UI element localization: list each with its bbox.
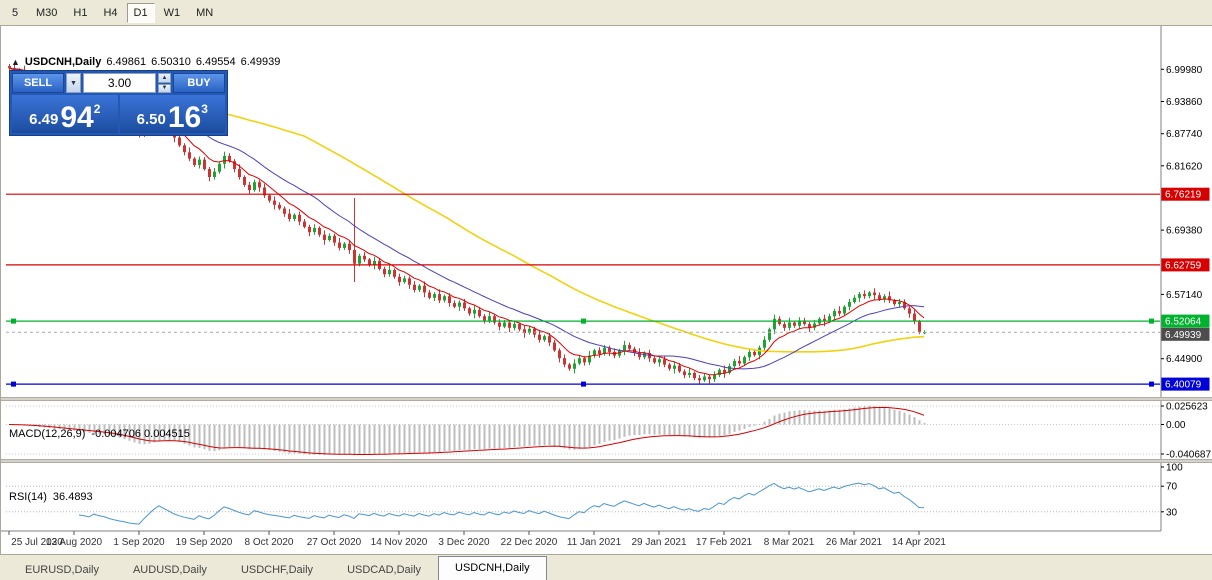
svg-text:6.57140: 6.57140 [1166,290,1203,301]
axis-price-label: 6.62759 [1161,258,1210,272]
chart-tab-audusd-daily[interactable]: AUDUSD,Daily [132,564,207,576]
svg-text:6.81620: 6.81620 [1166,161,1203,172]
bid-quote[interactable]: 6.49 94 2 [12,95,118,133]
timeframe-button-mn[interactable]: MN [196,6,214,19]
timeframe-button-w1[interactable]: W1 [163,6,181,19]
svg-text:14 Nov 2020: 14 Nov 2020 [371,537,428,548]
ask-price-major: 6.50 [136,111,166,128]
rsi-pane: 100 70 30 [6,463,1183,525]
svg-text:1 Sep 2020: 1 Sep 2020 [113,537,165,548]
horizontal-level-line[interactable] [6,318,1160,324]
chart-symbol-label: USDCNH,Daily [24,56,102,68]
timeframe-button-5[interactable]: 5 [11,6,19,19]
timeframe-button-m30[interactable]: M30 [36,6,58,19]
sell-button[interactable]: SELL [12,73,64,93]
axis-price-label: 6.40079 [1161,377,1210,391]
svg-text:0.025623: 0.025623 [1166,402,1208,413]
svg-text:6.76219: 6.76219 [1165,190,1202,201]
svg-text:27 Oct 2020: 27 Oct 2020 [307,537,362,548]
volume-decrease-icon[interactable]: ▼ [158,83,171,93]
svg-text:-0.040687: -0.040687 [1166,450,1211,461]
pane-splitter[interactable] [1,397,1212,401]
svg-text:6.40079: 6.40079 [1165,380,1202,391]
ask-price-pips: 16 [167,100,202,134]
volume-stepper: ▲ ▼ [158,73,171,93]
svg-text:6.69380: 6.69380 [1166,226,1203,237]
volume-dropdown-icon[interactable]: ▼ [66,73,81,93]
svg-text:0.00: 0.00 [1166,420,1186,431]
ohlc-close: 6.49939 [240,56,281,68]
svg-text:100: 100 [1166,463,1183,474]
bid-price-pips: 94 [60,100,94,134]
svg-text:26 Mar 2021: 26 Mar 2021 [826,537,883,548]
timeframe-button-h4[interactable]: H4 [103,6,118,19]
macd-values: -0.004706 0.004515 [91,428,190,440]
rsi-value: 36.4893 [52,491,93,503]
svg-text:25 Jul 2020: 25 Jul 2020 [11,537,63,548]
svg-text:29 Jan 2021: 29 Jan 2021 [631,537,686,548]
chart-title: ▲ USDCNH,Daily 6.49861 6.50310 6.49554 6… [11,56,280,68]
ask-quote[interactable]: 6.50 16 3 [119,95,225,134]
timeframe-button-h1[interactable]: H1 [73,6,88,19]
svg-text:70: 70 [1166,482,1178,493]
svg-text:6.62759: 6.62759 [1165,260,1202,271]
rsi-name: RSI(14) [9,491,47,503]
chart-tab-usdchf-daily[interactable]: USDCHF,Daily [240,564,314,576]
axis-price-label: 6.49939 [1161,327,1210,341]
svg-text:3 Dec 2020: 3 Dec 2020 [438,537,490,548]
axis-price-label: 6.76219 [1161,187,1210,201]
bid-price-point: 2 [93,102,101,116]
ohlc-open: 6.49861 [106,56,147,68]
horizontal-level-line[interactable] [6,381,1160,387]
svg-text:8 Mar 2021: 8 Mar 2021 [764,537,815,548]
svg-text:8 Oct 2020: 8 Oct 2020 [245,537,294,548]
pane-splitter[interactable] [1,459,1212,463]
chart-tab-usdcad-daily[interactable]: USDCAD,Daily [347,564,422,576]
macd-name: MACD(12,26,9) [9,428,86,440]
ohlc-low: 6.49554 [195,56,236,68]
svg-text:6.44900: 6.44900 [1166,354,1203,365]
rsi-indicator-label: RSI(14) 36.4893 [9,491,93,503]
timeframe-button-d1[interactable]: D1 [126,2,155,23]
ohlc-high: 6.50310 [151,56,191,68]
rsi-line [78,482,925,525]
svg-text:19 Sep 2020: 19 Sep 2020 [176,537,233,548]
svg-text:6.99980: 6.99980 [1166,65,1203,76]
macd-pane: 0.025623 0.00 -0.040687 [6,402,1211,461]
volume-input[interactable] [83,73,156,93]
svg-text:30: 30 [1166,507,1178,518]
chart-tab-eurusd-daily[interactable]: EURUSD,Daily [25,564,99,576]
ask-price-point: 3 [201,102,208,116]
svg-text:6.52064: 6.52064 [1165,317,1202,328]
chart-window: 6.99980 6.93860 6.87740 6.81620 6.69380 6.571… [0,26,1212,554]
svg-text:13 Aug 2020: 13 Aug 2020 [46,537,103,548]
buy-button[interactable]: BUY [173,73,225,93]
svg-text:22 Dec 2020: 22 Dec 2020 [501,537,558,548]
volume-increase-icon[interactable]: ▲ [158,73,171,83]
bottom-tab-bar: EURUSD,Daily AUDUSD,Daily USDCHF,Daily USDC… [0,554,1212,580]
bid-price-major: 6.49 [29,111,59,128]
price-axis: 6.99980 6.93860 6.87740 6.81620 6.69380 6.571… [1160,26,1203,531]
svg-text:11 Jan 2021: 11 Jan 2021 [567,537,622,548]
macd-indicator-label: MACD(12,26,9) -0.004706 0.004515 [9,428,190,440]
svg-text:6.93860: 6.93860 [1166,97,1203,108]
timeframe-toolbar: 5 M30 H1 H4 D1 W1 MN [0,0,1212,26]
svg-text:6.49939: 6.49939 [1165,330,1202,341]
chart-tab-usdcnh-daily[interactable]: USDCNH,Daily [438,556,547,580]
collapse-trade-panel-icon[interactable]: ▲ [11,57,20,67]
svg-text:17 Feb 2021: 17 Feb 2021 [696,537,753,548]
macd-signal-line [8,406,925,455]
svg-text:14 Apr 2021: 14 Apr 2021 [892,537,946,548]
one-click-trading-panel: SELL ▼ ▲ ▼ BUY 6.49 94 2 6.50 16 3 [9,70,228,136]
axis-price-label: 6.52064 [1161,314,1210,328]
svg-text:6.87740: 6.87740 [1166,129,1203,140]
